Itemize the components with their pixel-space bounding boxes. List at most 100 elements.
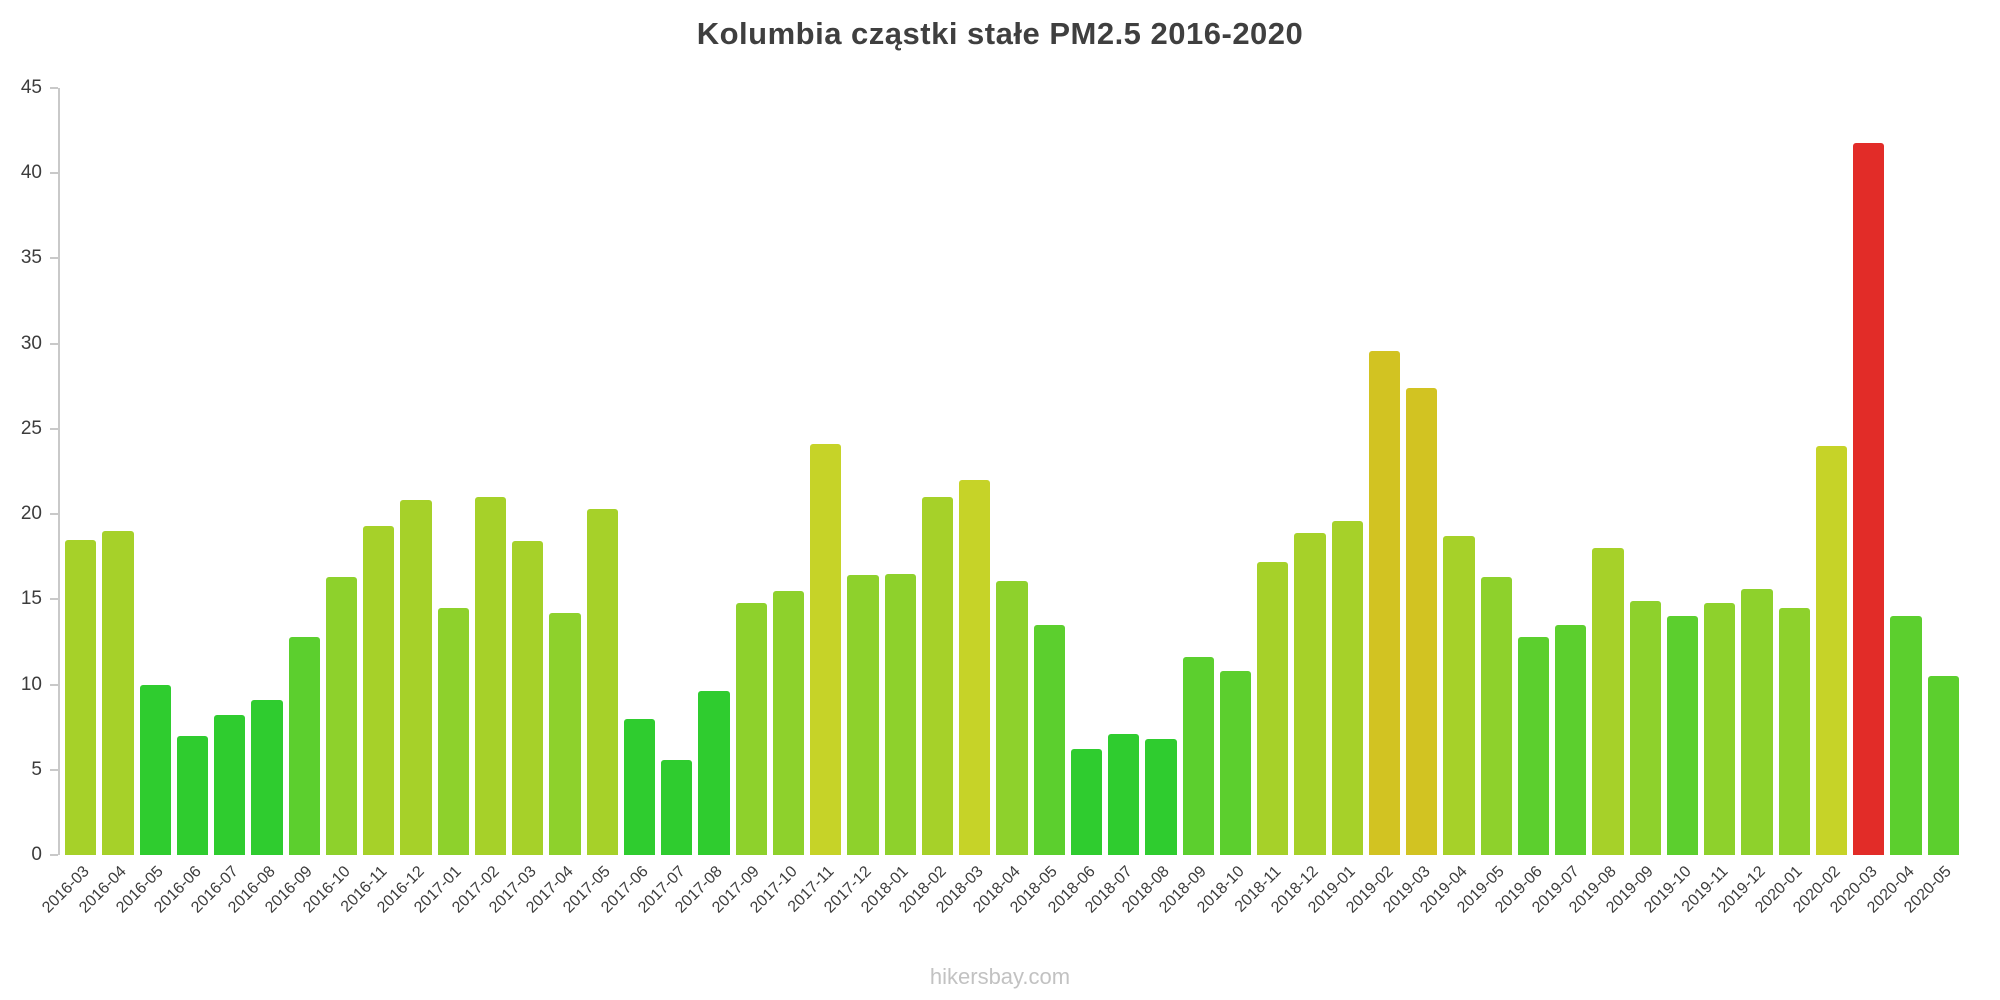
bar bbox=[437, 607, 469, 855]
bar bbox=[810, 444, 842, 855]
bar-slot: 2017-06 bbox=[598, 88, 658, 917]
bar bbox=[623, 718, 655, 855]
bar bbox=[1815, 445, 1847, 855]
bar bbox=[1666, 616, 1698, 855]
bar bbox=[1853, 142, 1885, 855]
bar bbox=[1778, 607, 1810, 855]
bar-slot: 2016-08 bbox=[225, 88, 285, 917]
bar-slot: 2016-04 bbox=[76, 88, 136, 917]
y-axis-label: 35 bbox=[20, 247, 42, 269]
bar bbox=[474, 497, 506, 855]
chart-title: Kolumbia cząstki stałe PM2.5 2016-2020 bbox=[696, 16, 1304, 51]
bar-slot: 2017-11 bbox=[785, 88, 844, 916]
bar bbox=[65, 539, 97, 855]
y-axis-tick bbox=[50, 257, 58, 260]
bar bbox=[1704, 602, 1736, 855]
y-axis-tick bbox=[50, 342, 58, 345]
bar bbox=[1033, 624, 1065, 855]
bar-slot: 2017-03 bbox=[486, 88, 546, 917]
bar-slot: 2019-07 bbox=[1529, 88, 1589, 917]
bar-slot: 2019-05 bbox=[1455, 88, 1515, 917]
bar bbox=[400, 500, 432, 855]
bar bbox=[1592, 548, 1624, 855]
bar-slot: 2017-09 bbox=[710, 88, 770, 917]
bar-slot: 2018-02 bbox=[896, 88, 956, 917]
bar-slot: 2020-03 bbox=[1827, 88, 1887, 917]
bar-slot: 2018-05 bbox=[1008, 88, 1068, 917]
bar bbox=[1145, 739, 1177, 855]
bar-slot: 2017-02 bbox=[449, 88, 509, 917]
plot-area: 2016-03 2016-04 2016-05 2016-06 2016-07 2016-… bbox=[39, 88, 1962, 917]
bar-slot: 2017-12 bbox=[821, 88, 881, 917]
bar-slot: 2018-04 bbox=[970, 88, 1030, 917]
bar bbox=[1629, 601, 1661, 855]
bar bbox=[884, 573, 916, 855]
bar-slot: 2016-07 bbox=[188, 88, 248, 917]
bar-slot: 2019-02 bbox=[1343, 88, 1403, 917]
bar bbox=[735, 602, 767, 855]
y-axis-label: 20 bbox=[20, 503, 42, 525]
bar bbox=[1219, 670, 1251, 855]
bar bbox=[325, 577, 357, 855]
bar-slot: 2018-09 bbox=[1157, 88, 1217, 917]
y-axis-tick bbox=[50, 768, 58, 771]
y-axis-label: 15 bbox=[20, 588, 42, 610]
bar-slot: 2020-04 bbox=[1864, 88, 1924, 917]
bar-slot: 2017-08 bbox=[672, 88, 732, 917]
bar bbox=[1368, 350, 1400, 855]
y-axis-line bbox=[58, 88, 60, 855]
y-axis-label: 40 bbox=[20, 162, 42, 184]
bar bbox=[1443, 536, 1475, 855]
bar bbox=[1257, 561, 1289, 855]
y-axis-label: 10 bbox=[20, 673, 42, 695]
bar-slot: 2017-07 bbox=[635, 88, 695, 917]
bar-slot: 2016-03 bbox=[39, 88, 99, 917]
bar bbox=[512, 541, 544, 855]
bar-slot: 2020-02 bbox=[1790, 88, 1850, 917]
bar bbox=[921, 497, 953, 855]
bar-slot: 2018-03 bbox=[933, 88, 993, 917]
bar-slot: 2016-12 bbox=[374, 88, 434, 917]
bar-slot: 2016-10 bbox=[300, 88, 360, 917]
bar-slot: 2016-11 bbox=[338, 88, 397, 916]
bar bbox=[772, 590, 804, 855]
bar-slot: 2018-10 bbox=[1194, 88, 1254, 917]
footer-watermark: hikersbay.com bbox=[929, 964, 1071, 989]
y-axis: 0 5 10 15 20 25 30 35 40 45 bbox=[0, 77, 48, 865]
bar-slot: 2016-09 bbox=[263, 88, 323, 917]
bar-slot: 2017-04 bbox=[523, 88, 583, 917]
bar bbox=[959, 480, 991, 855]
bar bbox=[1480, 577, 1512, 855]
bar-slot: 2018-11 bbox=[1232, 88, 1291, 916]
y-axis-label: 0 bbox=[31, 844, 42, 865]
bar-slot: 2016-05 bbox=[114, 88, 174, 917]
bar-slot: 2019-04 bbox=[1417, 88, 1477, 917]
bar bbox=[1070, 749, 1102, 855]
bar-slot: 2019-03 bbox=[1380, 88, 1440, 917]
y-axis-tick bbox=[50, 513, 58, 516]
bar-slot: 2019-01 bbox=[1306, 88, 1366, 917]
y-axis-label: 25 bbox=[20, 417, 42, 439]
bar-slot: 2017-10 bbox=[747, 88, 807, 917]
bar bbox=[1331, 520, 1363, 855]
bar-slot: 2019-12 bbox=[1715, 88, 1775, 917]
bar-slot: 2018-12 bbox=[1268, 88, 1328, 917]
y-axis-tick bbox=[50, 172, 58, 175]
y-axis-tick bbox=[50, 854, 58, 856]
bar bbox=[586, 509, 618, 855]
bar bbox=[549, 612, 581, 855]
bar bbox=[139, 684, 171, 855]
bar bbox=[1294, 532, 1326, 855]
bar bbox=[102, 531, 134, 855]
bar-slot: 2019-06 bbox=[1492, 88, 1552, 917]
bar-slot: 2016-06 bbox=[151, 88, 211, 917]
bar-slot: 2018-08 bbox=[1119, 88, 1179, 917]
bar-slot: 2019-09 bbox=[1604, 88, 1664, 917]
bar bbox=[1890, 616, 1922, 855]
bar bbox=[698, 691, 730, 855]
y-axis-tick bbox=[50, 87, 58, 89]
bar-slot: 2020-05 bbox=[1902, 88, 1962, 917]
bar-slot: 2018-07 bbox=[1082, 88, 1142, 917]
y-axis-tick bbox=[50, 598, 58, 601]
